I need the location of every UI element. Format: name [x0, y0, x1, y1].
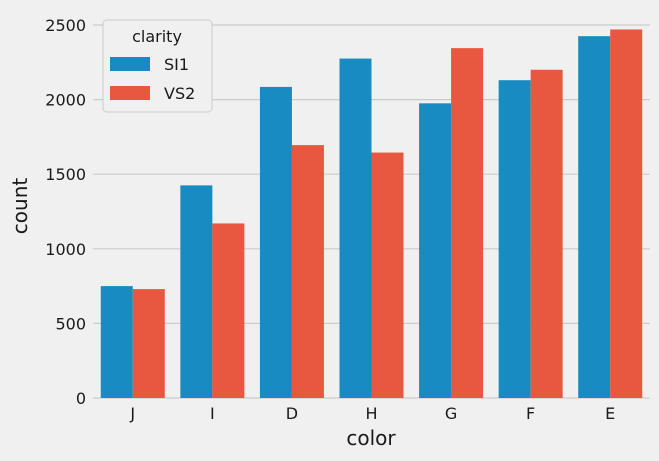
x-tick-label-f: F	[526, 404, 535, 423]
bar-vs2-h	[371, 152, 404, 398]
bar-si1-g	[419, 103, 452, 398]
bar-si1-f	[498, 80, 531, 398]
x-tick-label-h: H	[365, 404, 377, 423]
y-tick-label: 1500	[45, 165, 86, 184]
x-axis-label: color	[346, 426, 396, 450]
bar-vs2-g	[451, 48, 484, 398]
bar-vs2-j	[132, 289, 165, 398]
bar-vs2-d	[291, 145, 324, 398]
bar-vs2-i	[212, 223, 245, 398]
bar-si1-i	[180, 185, 213, 398]
legend-title: clarity	[132, 27, 182, 46]
y-tick-label: 2500	[45, 16, 86, 35]
y-axis-label: count	[8, 178, 32, 235]
bar-si1-j	[100, 286, 133, 398]
bars	[100, 29, 643, 398]
legend-swatch-vs2	[110, 86, 150, 100]
bar-si1-h	[339, 58, 372, 398]
bar-vs2-f	[530, 69, 563, 398]
legend-label-si1: SI1	[164, 55, 189, 74]
x-tick-label-e: E	[605, 404, 615, 423]
y-tick-label: 0	[76, 389, 86, 408]
y-tick-label: 2000	[45, 91, 86, 110]
bar-si1-d	[259, 86, 292, 398]
legend-label-vs2: VS2	[164, 84, 195, 103]
y-tick-labels: 0 500 1000 1500 2000 2500	[45, 16, 86, 408]
bar-si1-e	[578, 36, 611, 398]
x-tick-label-g: G	[445, 404, 457, 423]
y-tick-label: 1000	[45, 240, 86, 259]
x-tick-label-j: J	[129, 404, 135, 423]
y-tick-label: 500	[55, 314, 86, 333]
x-tick-label-d: D	[286, 404, 298, 423]
x-tick-label-i: I	[210, 404, 215, 423]
legend: clarity SI1 VS2	[102, 19, 213, 113]
legend-swatch-si1	[110, 57, 150, 71]
bar-vs2-e	[610, 29, 643, 398]
